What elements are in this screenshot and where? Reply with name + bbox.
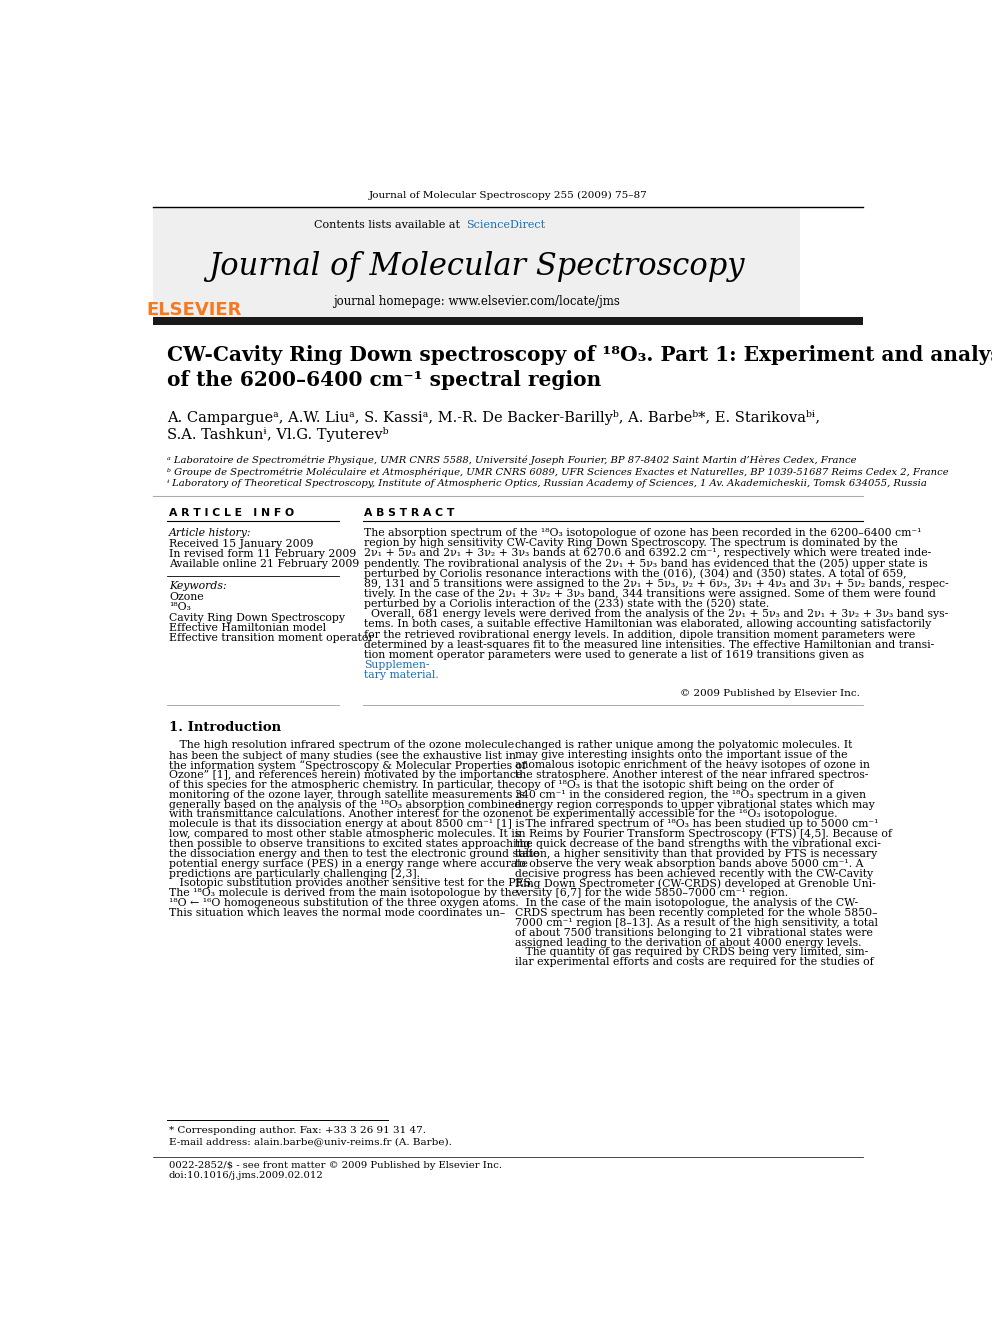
Text: changed is rather unique among the polyatomic molecules. It: changed is rather unique among the polya… bbox=[516, 741, 853, 750]
Text: Journal of Molecular Spectroscopy 255 (2009) 75–87: Journal of Molecular Spectroscopy 255 (2… bbox=[369, 191, 648, 200]
Text: ScienceDirect: ScienceDirect bbox=[466, 220, 545, 230]
Text: the dissociation energy and then to test the electronic ground state: the dissociation energy and then to test… bbox=[169, 849, 540, 859]
Text: A. Campargueᵃ, A.W. Liuᵃ, S. Kassiᵃ, M.-R. De Backer-Barillyᵇ, A. Barbeᵇ*, E. St: A. Campargueᵃ, A.W. Liuᵃ, S. Kassiᵃ, M.-… bbox=[167, 410, 819, 425]
Text: S.A. Tashkunᶤ, Vl.G. Tyuterevᵇ: S.A. Tashkunᶤ, Vl.G. Tyuterevᵇ bbox=[167, 427, 388, 442]
Text: region by high sensitivity CW-Cavity Ring Down Spectroscopy. The spectrum is dom: region by high sensitivity CW-Cavity Rin… bbox=[364, 538, 898, 548]
Text: in Reims by Fourier Transform Spectroscopy (FTS) [4,5]. Because of: in Reims by Fourier Transform Spectrosco… bbox=[516, 830, 893, 840]
Text: Effective transition moment operator: Effective transition moment operator bbox=[169, 634, 374, 643]
Text: tion moment operator parameters were used to generate a list of 1619 transitions: tion moment operator parameters were use… bbox=[364, 650, 868, 660]
Text: Ring Down Spectrometer (CW-CRDS) developed at Grenoble Uni-: Ring Down Spectrometer (CW-CRDS) develop… bbox=[516, 878, 876, 889]
Text: The ¹⁸O₃ molecule is derived from the main isotopologue by the: The ¹⁸O₃ molecule is derived from the ma… bbox=[169, 888, 518, 898]
Text: tively. In the case of the 2ν₁ + 3ν₂ + 3ν₃ band, 344 transitions were assigned. : tively. In the case of the 2ν₁ + 3ν₂ + 3… bbox=[364, 589, 936, 599]
Bar bbox=[154, 316, 863, 325]
Text: of the 6200–6400 cm⁻¹ spectral region: of the 6200–6400 cm⁻¹ spectral region bbox=[167, 369, 601, 390]
Text: Available online 21 February 2009: Available online 21 February 2009 bbox=[169, 558, 359, 569]
Text: the quick decrease of the band strengths with the vibrational exci-: the quick decrease of the band strengths… bbox=[516, 839, 881, 849]
Text: tems. In both cases, a suitable effective Hamiltonian was elaborated, allowing a: tems. In both cases, a suitable effectiv… bbox=[364, 619, 931, 630]
Text: The quantity of gas required by CRDS being very limited, sim-: The quantity of gas required by CRDS bei… bbox=[516, 947, 869, 958]
Text: In revised form 11 February 2009: In revised form 11 February 2009 bbox=[169, 549, 356, 558]
Text: Isotopic substitution provides another sensitive test for the PES.: Isotopic substitution provides another s… bbox=[169, 878, 534, 889]
Text: A B S T R A C T: A B S T R A C T bbox=[364, 508, 454, 519]
Text: pendently. The rovibrational analysis of the 2ν₁ + 5ν₃ band has evidenced that t: pendently. The rovibrational analysis of… bbox=[364, 558, 928, 569]
Text: The absorption spectrum of the ¹⁸O₃ isotopologue of ozone has been recorded in t: The absorption spectrum of the ¹⁸O₃ isot… bbox=[364, 528, 922, 538]
Text: Journal of Molecular Spectroscopy: Journal of Molecular Spectroscopy bbox=[208, 251, 745, 282]
Text: Ozone” [1], and references herein) motivated by the importance: Ozone” [1], and references herein) motiv… bbox=[169, 770, 522, 781]
Text: 1. Introduction: 1. Introduction bbox=[169, 721, 281, 733]
Text: molecule is that its dissociation energy at about 8500 cm⁻¹ [1] is: molecule is that its dissociation energy… bbox=[169, 819, 525, 830]
Text: monitoring of the ozone layer, through satellite measurements is: monitoring of the ozone layer, through s… bbox=[169, 790, 525, 800]
Text: The high resolution infrared spectrum of the ozone molecule: The high resolution infrared spectrum of… bbox=[169, 741, 514, 750]
Text: doi:10.1016/j.jms.2009.02.012: doi:10.1016/j.jms.2009.02.012 bbox=[169, 1171, 323, 1180]
Text: A R T I C L E   I N F O: A R T I C L E I N F O bbox=[169, 508, 294, 519]
Bar bbox=[154, 208, 800, 316]
Text: copy of ¹⁸O₃ is that the isotopic shift being on the order of: copy of ¹⁸O₃ is that the isotopic shift … bbox=[516, 781, 834, 790]
Text: the information system “Spectroscopy & Molecular Properties of: the information system “Spectroscopy & M… bbox=[169, 759, 526, 770]
Text: ELSEVIER: ELSEVIER bbox=[146, 300, 241, 319]
Text: for the retrieved rovibrational energy levels. In addition, dipole transition mo: for the retrieved rovibrational energy l… bbox=[364, 630, 916, 639]
Text: E-mail address: alain.barbe@univ-reims.fr (A. Barbe).: E-mail address: alain.barbe@univ-reims.f… bbox=[169, 1136, 451, 1146]
Text: CRDS spectrum has been recently completed for the whole 5850–: CRDS spectrum has been recently complete… bbox=[516, 908, 878, 918]
Text: energy region corresponds to upper vibrational states which may: energy region corresponds to upper vibra… bbox=[516, 799, 875, 810]
Text: Contents lists available at: Contents lists available at bbox=[313, 220, 463, 230]
Text: ¹⁸O ← ¹⁶O homogeneous substitution of the three oxygen atoms.: ¹⁸O ← ¹⁶O homogeneous substitution of th… bbox=[169, 898, 519, 908]
Text: assigned leading to the derivation of about 4000 energy levels.: assigned leading to the derivation of ab… bbox=[516, 938, 862, 947]
Text: anomalous isotopic enrichment of the heavy isotopes of ozone in: anomalous isotopic enrichment of the hea… bbox=[516, 761, 870, 770]
Text: tation, a higher sensitivity than that provided by FTS is necessary: tation, a higher sensitivity than that p… bbox=[516, 849, 878, 859]
Text: © 2009 Published by Elsevier Inc.: © 2009 Published by Elsevier Inc. bbox=[681, 689, 860, 697]
Text: Received 15 January 2009: Received 15 January 2009 bbox=[169, 538, 313, 549]
Text: Supplemen-: Supplemen- bbox=[364, 660, 430, 671]
Text: with transmittance calculations. Another interest for the ozone: with transmittance calculations. Another… bbox=[169, 810, 515, 819]
Text: 89, 131 and 5 transitions were assigned to the 2ν₁ + 5ν₃, ν₂ + 6ν₃, 3ν₁ + 4ν₃ an: 89, 131 and 5 transitions were assigned … bbox=[364, 578, 949, 589]
Text: Keywords:: Keywords: bbox=[169, 581, 226, 591]
Text: of about 7500 transitions belonging to 21 vibrational states were: of about 7500 transitions belonging to 2… bbox=[516, 927, 873, 938]
Text: Article history:: Article history: bbox=[169, 528, 251, 538]
Text: 2ν₁ + 5ν₃ and 2ν₁ + 3ν₂ + 3ν₃ bands at 6270.6 and 6392.2 cm⁻¹, respectively whic: 2ν₁ + 5ν₃ and 2ν₁ + 3ν₂ + 3ν₃ bands at 6… bbox=[364, 548, 931, 558]
Text: decisive progress has been achieved recently with the CW-Cavity: decisive progress has been achieved rece… bbox=[516, 869, 874, 878]
Text: The infrared spectrum of ¹⁸O₃ has been studied up to 5000 cm⁻¹: The infrared spectrum of ¹⁸O₃ has been s… bbox=[516, 819, 879, 830]
Text: ᵃ Laboratoire de Spectrométrie Physique, UMR CNRS 5588, Université Joseph Fourie: ᵃ Laboratoire de Spectrométrie Physique,… bbox=[167, 456, 856, 466]
Text: ᶤ Laboratory of Theoretical Spectroscopy, Institute of Atmospheric Optics, Russi: ᶤ Laboratory of Theoretical Spectroscopy… bbox=[167, 479, 927, 488]
Text: tary material.: tary material. bbox=[364, 671, 439, 680]
Text: journal homepage: www.elsevier.com/locate/jms: journal homepage: www.elsevier.com/locat… bbox=[333, 295, 620, 308]
Text: the stratosphere. Another interest of the near infrared spectros-: the stratosphere. Another interest of th… bbox=[516, 770, 869, 781]
Text: CW-Cavity Ring Down spectroscopy of ¹⁸O₃. Part 1: Experiment and analysis: CW-Cavity Ring Down spectroscopy of ¹⁸O₃… bbox=[167, 345, 992, 365]
Text: ᵇ Groupe de Spectrométrie Moléculaire et Atmosphérique, UMR CNRS 6089, UFR Scien: ᵇ Groupe de Spectrométrie Moléculaire et… bbox=[167, 467, 948, 476]
Text: Ozone: Ozone bbox=[169, 591, 203, 602]
Text: to observe the very weak absorption bands above 5000 cm⁻¹. A: to observe the very weak absorption band… bbox=[516, 859, 864, 869]
Text: 7000 cm⁻¹ region [8–13]. As a result of the high sensitivity, a total: 7000 cm⁻¹ region [8–13]. As a result of … bbox=[516, 918, 878, 927]
Text: * Corresponding author. Fax: +33 3 26 91 31 47.: * Corresponding author. Fax: +33 3 26 91… bbox=[169, 1126, 426, 1135]
Text: low, compared to most other stable atmospheric molecules. It is: low, compared to most other stable atmos… bbox=[169, 830, 520, 839]
Text: generally based on the analysis of the ¹⁸O₃ absorption combined: generally based on the analysis of the ¹… bbox=[169, 799, 522, 810]
Text: Cavity Ring Down Spectroscopy: Cavity Ring Down Spectroscopy bbox=[169, 613, 345, 623]
Text: perturbed by Coriolis resonance interactions with the (016), (304) and (350) sta: perturbed by Coriolis resonance interact… bbox=[364, 569, 907, 579]
Text: Overall, 681 energy levels were derived from the analysis of the 2ν₁ + 5ν₃ and 2: Overall, 681 energy levels were derived … bbox=[364, 610, 948, 619]
Text: may give interesting insights onto the important issue of the: may give interesting insights onto the i… bbox=[516, 750, 848, 761]
Text: ilar experimental efforts and costs are required for the studies of: ilar experimental efforts and costs are … bbox=[516, 958, 874, 967]
Text: Effective Hamiltonian model: Effective Hamiltonian model bbox=[169, 623, 326, 634]
Text: then possible to observe transitions to excited states approaching: then possible to observe transitions to … bbox=[169, 839, 531, 849]
Text: versity [6,7] for the wide 5850–7000 cm⁻¹ region.: versity [6,7] for the wide 5850–7000 cm⁻… bbox=[516, 888, 789, 898]
Text: perturbed by a Coriolis interaction of the (233) state with the (520) state.: perturbed by a Coriolis interaction of t… bbox=[364, 599, 770, 610]
Text: potential energy surface (PES) in a energy range where accurate: potential energy surface (PES) in a ener… bbox=[169, 859, 528, 869]
Text: determined by a least-squares fit to the measured line intensities. The effectiv: determined by a least-squares fit to the… bbox=[364, 640, 934, 650]
Text: predictions are particularly challenging [2,3].: predictions are particularly challenging… bbox=[169, 869, 420, 878]
Text: of this species for the atmospheric chemistry. In particular, the: of this species for the atmospheric chem… bbox=[169, 781, 515, 790]
Text: ¹⁸O₃: ¹⁸O₃ bbox=[169, 602, 190, 613]
Text: not be experimentally accessible for the ¹⁶O₃ isotopologue.: not be experimentally accessible for the… bbox=[516, 810, 838, 819]
Text: In the case of the main isotopologue, the analysis of the CW-: In the case of the main isotopologue, th… bbox=[516, 898, 858, 908]
Text: 340 cm⁻¹ in the considered region, the ¹⁸O₃ spectrum in a given: 340 cm⁻¹ in the considered region, the ¹… bbox=[516, 790, 866, 800]
Text: 0022-2852/$ - see front matter © 2009 Published by Elsevier Inc.: 0022-2852/$ - see front matter © 2009 Pu… bbox=[169, 1162, 502, 1171]
Text: This situation which leaves the normal mode coordinates un–: This situation which leaves the normal m… bbox=[169, 908, 505, 918]
Text: has been the subject of many studies (see the exhaustive list in: has been the subject of many studies (se… bbox=[169, 750, 516, 761]
